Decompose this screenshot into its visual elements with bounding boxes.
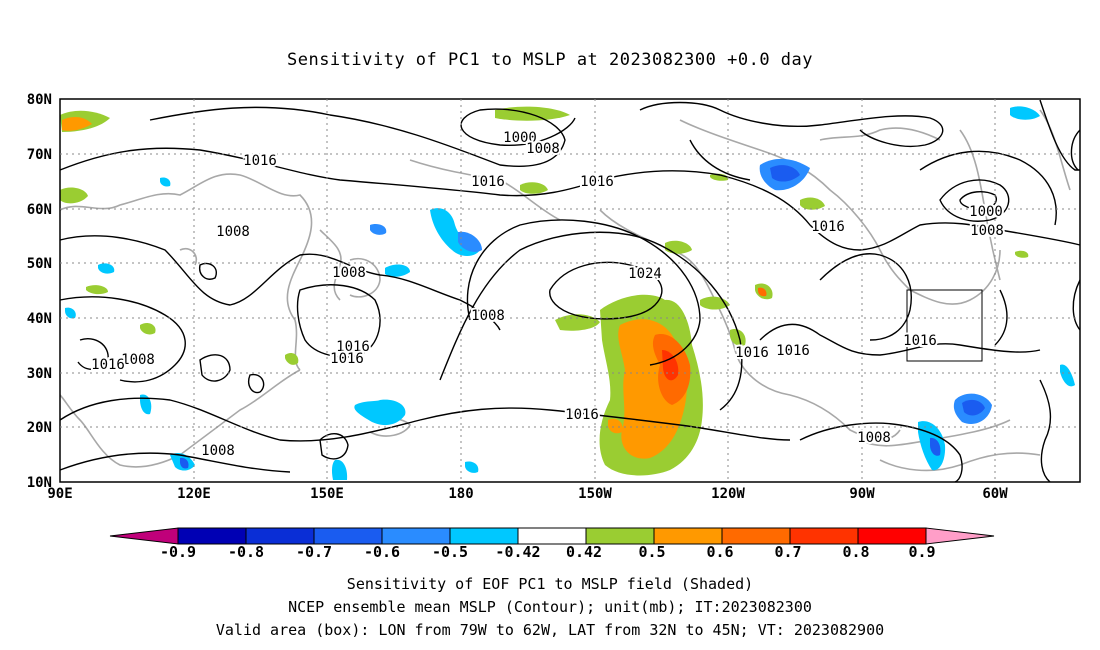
colorbar-segment xyxy=(449,527,519,545)
contour-label: 1016 xyxy=(471,174,505,190)
contour-label: 1000 xyxy=(503,130,537,146)
colorbar-label: 0.5 xyxy=(638,543,665,561)
colorbar-labels: -0.9 -0.8 -0.7 -0.6 -0.5 -0.42 0.42 0.5 … xyxy=(160,543,936,561)
lat-tick-label: 10N xyxy=(27,475,52,491)
lon-tick-label: 120E xyxy=(177,486,211,502)
isobars xyxy=(59,99,1081,483)
contour-label: 1008 xyxy=(216,224,250,240)
colorbar-label: 0.9 xyxy=(908,543,935,561)
lon-tick-label: 180 xyxy=(448,486,473,502)
colorbar-segment xyxy=(313,527,383,545)
lat-tick-label: 50N xyxy=(27,256,52,272)
contour-label: 1008 xyxy=(526,141,560,157)
shaded-sensitivity xyxy=(60,106,1075,480)
colorbar-right-arrow xyxy=(925,527,995,545)
contour-label: 1016 xyxy=(243,153,277,169)
contour-label: 1008 xyxy=(471,308,505,324)
colorbar-segment xyxy=(585,527,655,545)
lon-axis: 90E 120E 150E 180 150W 120W 90W 60W xyxy=(47,486,1008,502)
colorbar-segment xyxy=(245,527,315,545)
colorbar-label: 0.7 xyxy=(774,543,801,561)
colorbar-segment xyxy=(789,527,859,545)
lon-tick-label: 150E xyxy=(310,486,344,502)
colorbar-label: -0.8 xyxy=(228,543,264,561)
contour-label: 1016 xyxy=(336,339,370,355)
colorbar-label: -0.6 xyxy=(364,543,400,561)
lat-tick-label: 80N xyxy=(27,92,52,108)
lon-tick-label: 90E xyxy=(47,486,72,502)
colorbar-label: -0.5 xyxy=(432,543,468,561)
gridlines xyxy=(60,99,1080,482)
colorbar-label: 0.6 xyxy=(706,543,733,561)
lat-tick-label: 20N xyxy=(27,420,52,436)
colorbar-label: 0.8 xyxy=(842,543,869,561)
colorbar-segment xyxy=(381,527,451,545)
plot-frame xyxy=(59,98,1081,483)
footnote-line-2: NCEP ensemble mean MSLP (Contour); unit(… xyxy=(288,598,812,616)
lon-tick-label: 60W xyxy=(982,486,1008,502)
footnote-line-3: Valid area (box): LON from 79W to 62W, L… xyxy=(215,621,885,639)
colorbar-label: -0.42 xyxy=(495,543,540,561)
colorbar-segment xyxy=(517,527,587,545)
contour-label: 1016 xyxy=(91,357,125,373)
lat-tick-label: 30N xyxy=(27,366,52,382)
footnote-line-1: Sensitivity of EOF PC1 to MSLP field (Sh… xyxy=(346,575,754,593)
colorbar-left-arrow xyxy=(109,527,179,545)
colorbar-segment xyxy=(721,527,791,545)
lat-tick-label: 60N xyxy=(27,202,52,218)
contour-label: 1016 xyxy=(735,345,769,361)
lon-tick-label: 120W xyxy=(711,486,745,502)
colorbar-label: -0.9 xyxy=(160,543,196,561)
lat-tick-label: 70N xyxy=(27,147,52,163)
contour-label: 1008 xyxy=(857,430,891,446)
lat-tick-label: 40N xyxy=(27,311,52,327)
colorbar-label: -0.7 xyxy=(296,543,332,561)
contour-label: 1000 xyxy=(969,204,1003,220)
contour-label: 1016 xyxy=(903,333,937,349)
valid-area-box xyxy=(906,289,983,362)
contour-label: 1016 xyxy=(580,174,614,190)
contour-label-group: 1000 1008 1016 1016 1016 1008 1008 1016 … xyxy=(89,128,1006,461)
lat-axis: 80N 70N 60N 50N 40N 30N 20N 10N xyxy=(27,92,52,491)
contour-label: 1016 xyxy=(811,219,845,235)
contour-label: 1016 xyxy=(776,343,810,359)
colorbar xyxy=(109,527,995,545)
lon-tick-label: 90W xyxy=(849,486,875,502)
colorbar-segment xyxy=(177,527,247,545)
contour-label: 1008 xyxy=(970,223,1004,239)
colorbar-label: 0.42 xyxy=(566,543,602,561)
contour-label: 1016 xyxy=(565,407,599,423)
contour-label: 1024 xyxy=(628,266,662,282)
contour-label: 1008 xyxy=(201,443,235,459)
contour-label: 1008 xyxy=(121,352,155,368)
contour-label: 1008 xyxy=(332,265,366,281)
lon-tick-label: 150W xyxy=(578,486,612,502)
chart-title: Sensitivity of PC1 to MSLP at 2023082300… xyxy=(286,50,813,70)
colorbar-segment xyxy=(653,527,723,545)
contour-label: 1016 xyxy=(330,351,364,367)
colorbar-segment xyxy=(857,527,927,545)
